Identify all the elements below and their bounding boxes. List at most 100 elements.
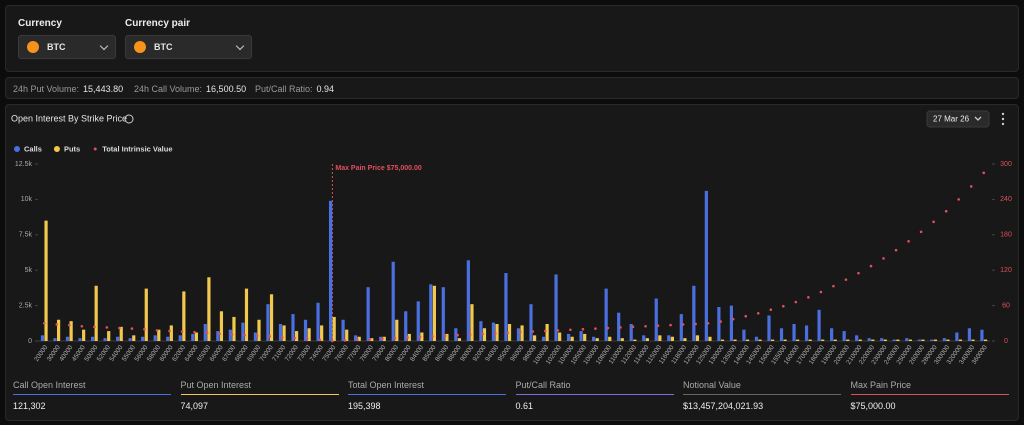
bar bbox=[407, 333, 411, 341]
dot bbox=[882, 257, 885, 260]
dot bbox=[919, 230, 923, 234]
bar bbox=[654, 298, 658, 341]
pair-dropdown[interactable]: BTC bbox=[125, 35, 252, 59]
bar bbox=[282, 325, 286, 341]
bar bbox=[416, 301, 420, 341]
summary-underline bbox=[850, 394, 1009, 395]
stat-value: 16,500.50 bbox=[206, 84, 247, 94]
bar bbox=[704, 190, 708, 341]
bar bbox=[178, 335, 182, 341]
bar bbox=[107, 331, 111, 341]
bar bbox=[491, 322, 496, 341]
bar bbox=[216, 331, 220, 341]
bar bbox=[103, 338, 107, 341]
currency-dropdown[interactable]: BTC bbox=[18, 35, 116, 59]
bar bbox=[921, 339, 925, 341]
menu-icon[interactable] bbox=[1001, 112, 1005, 126]
bar bbox=[278, 324, 283, 341]
dot bbox=[957, 198, 960, 201]
summary-item: Call Open Interest 121,302 bbox=[13, 380, 171, 411]
legend-marker bbox=[14, 146, 20, 152]
bar bbox=[608, 336, 612, 341]
bar bbox=[880, 338, 884, 341]
dot bbox=[468, 333, 472, 336]
dot bbox=[894, 248, 898, 252]
bar bbox=[558, 332, 562, 341]
summary-label: Total Open Interest bbox=[348, 380, 425, 390]
y-tick-label: 0 bbox=[28, 338, 32, 345]
bar bbox=[896, 339, 900, 341]
info-icon[interactable] bbox=[124, 114, 134, 124]
dot bbox=[681, 323, 685, 326]
bar bbox=[570, 336, 574, 341]
bar bbox=[846, 339, 850, 341]
dot bbox=[807, 296, 810, 299]
dot bbox=[356, 338, 359, 342]
bar bbox=[529, 304, 533, 341]
bar bbox=[354, 335, 358, 341]
y2-tick-label: 120 bbox=[1000, 267, 1012, 274]
bar bbox=[269, 294, 274, 341]
bar bbox=[332, 316, 336, 341]
summary-value: $75,000.00 bbox=[850, 401, 896, 411]
stat-label: 24h Call Volume: bbox=[134, 84, 203, 94]
summary-item: Notional Value $13,457,204,021.93 bbox=[683, 380, 841, 411]
bar bbox=[56, 319, 61, 341]
stat-label: Put/Call Ratio: bbox=[255, 84, 313, 94]
bar bbox=[153, 335, 157, 341]
bar bbox=[429, 284, 433, 341]
bar bbox=[629, 324, 633, 341]
bar bbox=[90, 336, 95, 341]
bar bbox=[692, 285, 696, 341]
bar bbox=[892, 339, 896, 341]
summary-value: 74,097 bbox=[180, 401, 209, 411]
bar bbox=[604, 288, 608, 341]
bar bbox=[303, 319, 308, 341]
bar bbox=[228, 329, 232, 341]
bar bbox=[867, 338, 871, 341]
dot bbox=[105, 326, 109, 329]
dropdown-value: BTC bbox=[47, 42, 66, 52]
bar bbox=[65, 336, 70, 341]
bar bbox=[291, 314, 295, 341]
summary-item: Put/Call Ratio 0.61 bbox=[515, 380, 674, 411]
bar bbox=[232, 316, 236, 341]
chart-title: Open Interest By Strike Price bbox=[11, 113, 127, 123]
bar bbox=[796, 339, 800, 341]
bar bbox=[783, 339, 787, 341]
bar bbox=[307, 328, 311, 341]
dot bbox=[293, 336, 297, 340]
chart: Open Interest By Strike Price 27 Mar 26 … bbox=[11, 110, 1012, 366]
bar bbox=[942, 338, 946, 341]
dot bbox=[631, 325, 635, 329]
y2-tick-label: 240 bbox=[1000, 196, 1012, 203]
dot bbox=[493, 332, 497, 335]
dot bbox=[180, 330, 184, 333]
bar bbox=[454, 328, 458, 341]
annotation-label: Max Pain Price $75,000.00 bbox=[335, 165, 421, 172]
bar bbox=[708, 336, 712, 341]
bar bbox=[495, 324, 499, 341]
bar bbox=[182, 291, 186, 341]
bar bbox=[191, 333, 195, 341]
bar bbox=[194, 332, 198, 341]
bar bbox=[457, 338, 462, 341]
bar bbox=[770, 339, 775, 341]
y-tick-label: 7.5k bbox=[19, 232, 33, 239]
bar bbox=[94, 285, 98, 341]
bar bbox=[504, 273, 508, 341]
bar bbox=[908, 339, 912, 341]
dot bbox=[118, 326, 121, 330]
dot bbox=[606, 326, 610, 330]
stat-value: 15,443.80 bbox=[83, 84, 124, 94]
expiry-dropdown[interactable] bbox=[926, 110, 990, 128]
summary-label: Put Open Interest bbox=[180, 380, 252, 390]
bar bbox=[520, 325, 524, 341]
dot bbox=[982, 171, 986, 175]
dot bbox=[782, 304, 785, 308]
bar bbox=[620, 338, 624, 341]
bar bbox=[244, 288, 249, 341]
bar bbox=[946, 339, 950, 341]
bar bbox=[316, 302, 320, 341]
y2-tick-label: 180 bbox=[1000, 232, 1012, 239]
